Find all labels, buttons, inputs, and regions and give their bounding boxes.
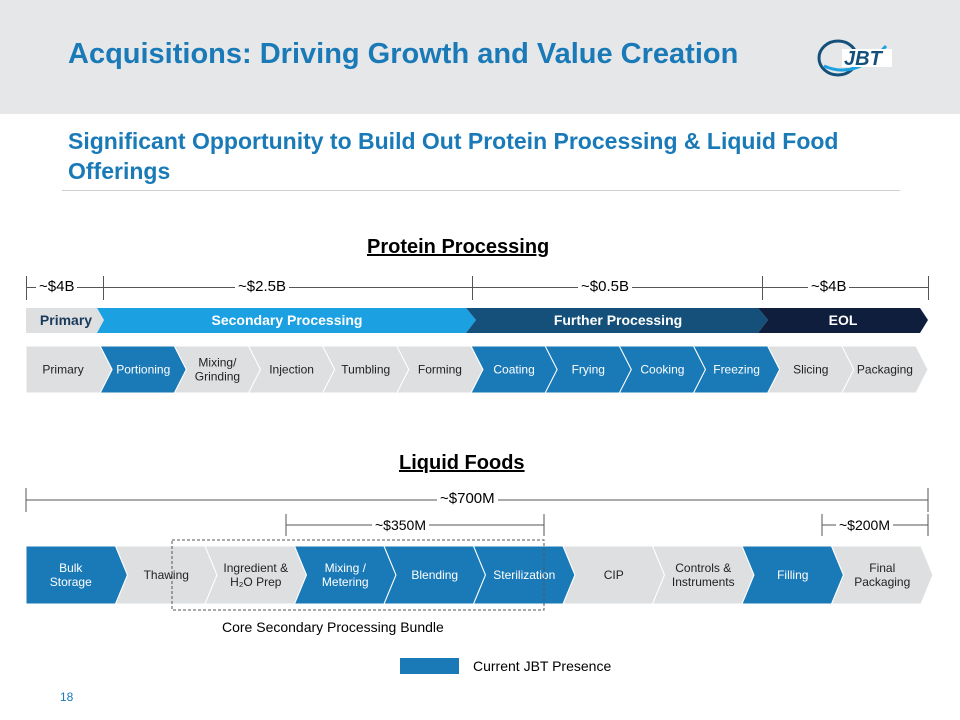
protein-step-label: Tumbling (341, 363, 390, 377)
protein-steps: Primary Portioning Mixing/Grinding Injectio… (25, 345, 929, 394)
core-bundle-label: Core Secondary Processing Bundle (222, 619, 444, 635)
divider (62, 190, 900, 191)
category-secondary-shape (97, 308, 476, 333)
legend-label: Current JBT Presence (473, 658, 612, 674)
liquid-step-label: Sterilization (493, 568, 555, 582)
category-primary-shape (26, 308, 104, 333)
protein-step-label: Injection (269, 363, 314, 377)
bracket-tick (928, 276, 929, 300)
liquid-total-amount: ~$700M (437, 490, 498, 507)
page-title: Acquisitions: Driving Growth and Value C… (68, 38, 739, 70)
category-label-eol: EOL (829, 312, 858, 328)
liquid-step-label: Blending (411, 568, 458, 582)
category-eol-shape (758, 308, 928, 333)
jbt-logo: JBT (816, 36, 896, 85)
protein-step-label: Portioning (116, 363, 170, 377)
liquid-steps: Bulk Storage Thawing Ingredient & H₂O Prep Mi… (25, 545, 934, 605)
liquid-step-label: Controls & Instruments (672, 561, 735, 589)
category-label-further: Further Processing (554, 312, 682, 328)
liquid-step-label: Thawing (144, 568, 189, 582)
bracket-line (26, 287, 928, 288)
header-band (0, 0, 960, 114)
bracket-tick (762, 276, 763, 300)
liquid-step-shape (830, 545, 934, 605)
bracket-tick (103, 276, 104, 300)
protein-step-shape (841, 345, 929, 394)
liquid-step-label: CIP (604, 568, 624, 582)
protein-step-label: Mixing/Grinding (195, 356, 240, 384)
page-subtitle: Significant Opportunity to Build Out Pro… (68, 128, 839, 184)
liquid-heading: Liquid Foods (399, 452, 525, 474)
liquid-step-label: Bulk Storage (50, 561, 92, 589)
svg-text:JBT: JBT (844, 48, 884, 70)
liquid-step-label: Final Packaging (854, 561, 910, 589)
protein-step-label: Packaging (857, 363, 913, 377)
liquid-sub-amount: ~$350M (372, 517, 429, 533)
market-amount-primary: ~$4B (36, 278, 78, 295)
category-further-shape (466, 308, 768, 333)
protein-step-label: Freezing (713, 363, 760, 377)
protein-step-label: Frying (572, 363, 605, 377)
bracket-tick (26, 276, 27, 300)
core-bundle-outline (171, 539, 545, 611)
category-label-secondary: Secondary Processing (212, 312, 363, 328)
liquid-end-amount: ~$200M (836, 517, 893, 533)
protein-step-label: Forming (418, 363, 462, 377)
protein-step-label: Primary (42, 363, 83, 377)
legend-swatch (400, 658, 459, 674)
market-amount-secondary: ~$2.5B (235, 278, 289, 295)
market-amount-further: ~$0.5B (578, 278, 632, 295)
protein-step-label: Slicing (793, 363, 828, 377)
category-label-primary: Primary (40, 312, 92, 328)
liquid-step-label: Ingredient & H₂O Prep (223, 561, 288, 589)
page-number: 18 (60, 690, 74, 704)
category-bar: Primary Secondary Processing Further Pro… (26, 308, 928, 333)
market-amount-eol: ~$4B (808, 278, 850, 295)
bracket-tick (472, 276, 473, 300)
liquid-step-label: Filling (777, 568, 808, 582)
protein-heading: Protein Processing (367, 236, 550, 258)
protein-step-label: Cooking (640, 363, 684, 377)
liquid-step-label: Mixing / Metering (322, 561, 369, 589)
protein-step-label: Coating (493, 363, 534, 377)
